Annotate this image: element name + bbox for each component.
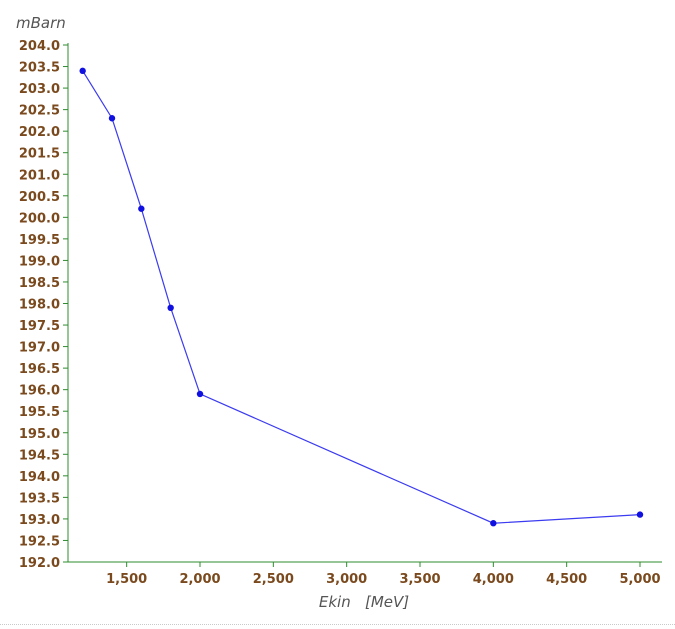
x-tick-label: 3,500 <box>399 572 440 587</box>
y-tick-label: 195.5 <box>19 405 60 420</box>
y-tick-label: 203.5 <box>19 61 60 76</box>
y-tick-label: 201.5 <box>19 147 60 162</box>
data-point <box>79 67 86 75</box>
data-point <box>636 511 644 518</box>
y-tick-label: 199.0 <box>19 254 60 269</box>
x-tick-label: 1,500 <box>106 572 147 587</box>
x-tick-label: 3,000 <box>326 572 367 587</box>
data-point <box>108 115 116 122</box>
x-tick-label: 4,500 <box>546 572 587 587</box>
y-tick-label: 196.5 <box>19 362 60 377</box>
y-tick-label: 204.0 <box>19 39 60 54</box>
y-tick-label: 196.0 <box>19 384 60 399</box>
y-axis: 192.0 192.5 193.0 193.5 194.0 194.5 195.0 195.5… <box>19 39 68 571</box>
y-tick-label: 192.5 <box>19 534 60 549</box>
y-tick-label: 197.5 <box>19 319 60 334</box>
series-line <box>82 70 641 524</box>
y-tick-label: 201.0 <box>19 168 60 183</box>
y-tick-label: 199.5 <box>19 233 60 248</box>
data-point <box>167 304 174 312</box>
y-tick-label: 195.0 <box>19 427 60 442</box>
y-tick-label: 192.0 <box>19 556 60 571</box>
plot-area <box>79 67 644 527</box>
x-tick-label: 2,000 <box>179 572 220 587</box>
data-point <box>490 520 497 527</box>
x-axis: 1,500 2,000 2,500 3,000 3,500 4,000 4,500 5,000 <box>106 562 661 587</box>
y-tick-label: 198.5 <box>19 276 60 291</box>
y-tick-label: 200.5 <box>19 190 60 205</box>
y-tick-label: 193.5 <box>19 491 60 506</box>
y-tick-label: 194.0 <box>19 470 60 485</box>
y-tick-label: 198.0 <box>19 298 60 313</box>
y-tick-label: 203.0 <box>19 82 60 97</box>
y-axis-title: mBarn <box>16 14 66 32</box>
y-tick-label: 193.0 <box>19 513 60 528</box>
bottom-divider <box>0 624 675 629</box>
x-tick-label: 5,000 <box>619 572 660 587</box>
x-tick-label: 2,500 <box>253 572 294 587</box>
y-tick-label: 202.5 <box>19 104 60 119</box>
y-tick-label: 200.0 <box>19 211 60 226</box>
x-tick-label: 4,000 <box>473 572 514 587</box>
x-axis-title: Ekin [MeV] <box>319 593 409 611</box>
data-point <box>138 205 145 212</box>
y-tick-label: 194.5 <box>19 448 60 463</box>
y-tick-label: 197.0 <box>19 341 60 356</box>
y-tick-label: 202.0 <box>19 125 60 140</box>
data-point <box>196 390 204 398</box>
